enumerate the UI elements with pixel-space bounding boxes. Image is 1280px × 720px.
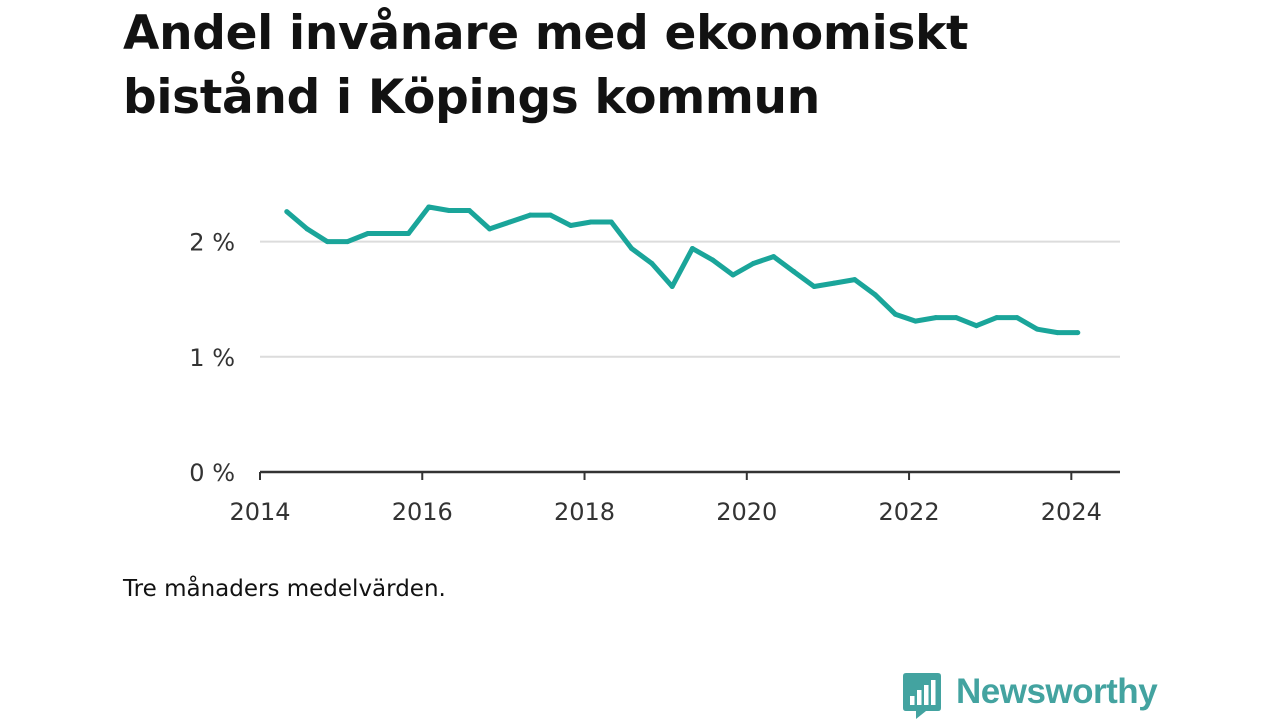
data-point-0-24	[771, 254, 777, 260]
x-axis: 2014 2016 2018 2020 2022 2024	[229, 470, 1120, 526]
data-point-0-33	[953, 315, 959, 321]
x-tick-label-0: 2014	[229, 498, 290, 526]
data-point-0-36	[1014, 315, 1020, 321]
data-point-0-9	[466, 207, 472, 213]
data-point-0-8	[446, 207, 452, 213]
data-point-0-37	[1034, 326, 1040, 332]
data-point-0-14	[568, 222, 574, 228]
data-point-0-38	[1055, 330, 1061, 336]
data-point-0-25	[791, 269, 797, 275]
data-point-0-21	[710, 257, 716, 263]
data-point-0-2	[324, 239, 330, 245]
data-point-0-0	[284, 209, 290, 215]
chart-title: Andel invånare med ekonomiskt bistånd i …	[123, 2, 1123, 130]
data-point-0-35	[994, 315, 1000, 321]
brand-name: Newsworthy	[956, 672, 1158, 711]
y-tick-label-1: 1 %	[189, 344, 235, 372]
x-tick-label-2: 2018	[554, 498, 615, 526]
x-tick-label-1: 2016	[392, 498, 453, 526]
data-point-0-5	[385, 231, 391, 237]
y-tick-label-0: 0 %	[189, 459, 235, 487]
y-axis-ticks: 0 % 1 % 2 %	[189, 229, 235, 487]
data-point-0-39	[1075, 330, 1081, 336]
data-point-0-3	[345, 239, 351, 245]
data-point-0-22	[730, 272, 736, 278]
y-tick-label-2: 2 %	[189, 229, 235, 257]
data-point-0-34	[973, 323, 979, 329]
x-tick-label-5: 2024	[1041, 498, 1102, 526]
data-point-0-23	[750, 260, 756, 266]
data-point-0-13	[547, 212, 553, 218]
series-line-0	[285, 204, 1078, 336]
chart-title-line-1: Andel invånare med ekonomiskt	[123, 6, 969, 61]
data-point-0-20	[689, 246, 695, 252]
data-point-0-16	[608, 219, 614, 225]
series-layer	[284, 204, 1081, 336]
brand-logo: Newsworthy	[902, 670, 1158, 720]
data-point-0-12	[527, 212, 533, 218]
data-point-0-18	[649, 260, 655, 266]
data-point-0-7	[426, 204, 432, 210]
data-point-0-32	[933, 315, 939, 321]
grid-lines	[260, 240, 1120, 358]
data-point-0-15	[588, 219, 594, 225]
data-point-0-6	[405, 231, 411, 237]
data-point-0-10	[487, 226, 493, 232]
x-tick-label-3: 2020	[716, 498, 777, 526]
data-point-0-4	[365, 231, 371, 237]
data-point-0-28	[852, 277, 858, 283]
data-point-0-29	[872, 292, 878, 298]
bar-chart-speech-bubble-icon	[903, 673, 941, 719]
data-point-0-19	[669, 284, 675, 290]
data-point-0-17	[629, 246, 635, 252]
data-point-0-11	[507, 219, 513, 225]
chart-caption: Tre månaders medelvärden.	[123, 576, 446, 602]
x-tick-label-4: 2022	[879, 498, 940, 526]
data-point-0-30	[892, 311, 898, 317]
chart-title-line-2: bistånd i Köpings kommun	[123, 70, 820, 125]
data-point-0-1	[304, 226, 310, 232]
data-point-0-31	[913, 318, 919, 324]
data-point-0-26	[811, 284, 817, 290]
data-point-0-27	[831, 280, 837, 286]
